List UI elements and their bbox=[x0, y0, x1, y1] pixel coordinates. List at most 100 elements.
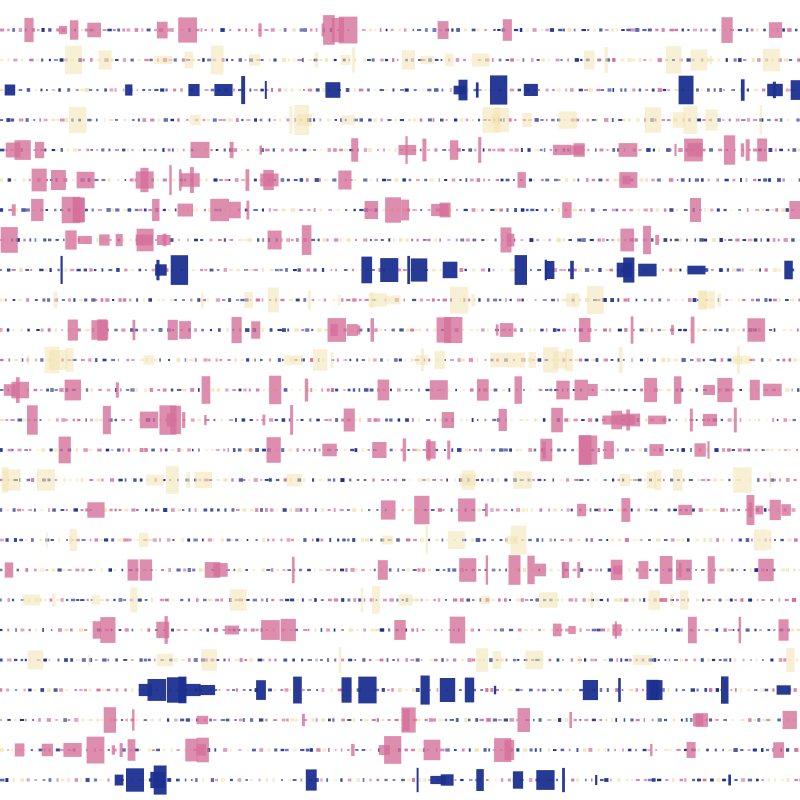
dash bbox=[759, 629, 762, 631]
dash bbox=[97, 209, 102, 211]
dash bbox=[681, 448, 685, 452]
dash bbox=[636, 118, 641, 122]
dash bbox=[736, 118, 740, 122]
dash bbox=[463, 718, 469, 722]
dash bbox=[723, 89, 725, 92]
dash bbox=[296, 539, 300, 541]
dash bbox=[497, 719, 502, 721]
dash bbox=[702, 148, 706, 152]
dash bbox=[124, 179, 127, 181]
dash bbox=[750, 28, 754, 32]
dash bbox=[497, 29, 501, 31]
dash bbox=[610, 538, 614, 542]
dash bbox=[207, 598, 212, 602]
dash bbox=[593, 28, 596, 32]
dash bbox=[437, 598, 441, 602]
dash bbox=[488, 268, 491, 272]
block bbox=[135, 234, 153, 246]
block bbox=[484, 503, 488, 517]
dash bbox=[720, 418, 724, 422]
dash bbox=[509, 268, 515, 272]
dash bbox=[119, 388, 122, 392]
block bbox=[41, 743, 53, 757]
dash bbox=[57, 268, 60, 272]
dash bbox=[551, 208, 554, 211]
block bbox=[485, 555, 489, 585]
dash bbox=[579, 628, 582, 632]
dash bbox=[722, 748, 724, 752]
dash bbox=[281, 418, 286, 422]
dash bbox=[764, 298, 768, 302]
dash bbox=[486, 779, 489, 782]
dash bbox=[748, 418, 752, 421]
block bbox=[190, 167, 194, 193]
dash bbox=[300, 778, 303, 782]
block bbox=[644, 377, 657, 403]
dash bbox=[27, 328, 30, 332]
dash bbox=[44, 598, 47, 602]
dash bbox=[174, 208, 177, 212]
dash bbox=[601, 628, 606, 632]
dash bbox=[475, 479, 480, 481]
dash bbox=[498, 568, 501, 572]
block bbox=[165, 466, 179, 494]
block bbox=[127, 559, 139, 581]
dash bbox=[320, 148, 323, 152]
dash bbox=[109, 508, 113, 512]
dash bbox=[722, 119, 725, 121]
dash bbox=[469, 329, 474, 332]
dash bbox=[589, 508, 592, 512]
dash bbox=[596, 88, 601, 92]
dash bbox=[617, 478, 621, 482]
dash bbox=[719, 568, 724, 572]
dash bbox=[291, 389, 293, 391]
dash bbox=[112, 29, 116, 32]
dash bbox=[757, 178, 761, 182]
dash bbox=[195, 778, 198, 782]
dash bbox=[96, 478, 100, 482]
dash bbox=[210, 508, 214, 512]
dash bbox=[363, 598, 366, 602]
dash bbox=[52, 508, 56, 512]
dash bbox=[772, 568, 776, 572]
dash bbox=[18, 118, 24, 122]
dash bbox=[114, 508, 117, 512]
dash bbox=[310, 28, 313, 32]
dash bbox=[440, 479, 443, 482]
dash bbox=[588, 568, 593, 572]
dash bbox=[624, 598, 629, 602]
block bbox=[27, 355, 30, 365]
dash bbox=[515, 688, 520, 692]
dash bbox=[118, 538, 123, 542]
dash bbox=[683, 328, 687, 332]
dash bbox=[579, 688, 583, 692]
dash bbox=[573, 718, 577, 722]
dash bbox=[129, 419, 133, 421]
dash bbox=[297, 599, 300, 601]
dash bbox=[718, 328, 723, 332]
dash bbox=[728, 629, 732, 631]
block bbox=[439, 678, 456, 702]
dash bbox=[528, 448, 533, 452]
dash bbox=[203, 598, 207, 602]
dash bbox=[416, 628, 419, 632]
dash bbox=[766, 748, 770, 752]
dash bbox=[31, 538, 34, 542]
dash bbox=[407, 118, 412, 122]
block bbox=[115, 382, 119, 398]
dash bbox=[345, 209, 348, 211]
dash bbox=[120, 719, 123, 721]
block bbox=[476, 379, 489, 401]
block bbox=[528, 352, 536, 368]
dash bbox=[246, 599, 250, 601]
dash bbox=[403, 269, 407, 271]
dash bbox=[411, 628, 414, 632]
block bbox=[717, 293, 722, 307]
block bbox=[499, 323, 514, 337]
dash bbox=[494, 628, 497, 632]
dash bbox=[79, 688, 83, 691]
dash bbox=[447, 568, 451, 572]
dash bbox=[501, 778, 504, 782]
dash bbox=[118, 629, 122, 631]
block bbox=[449, 616, 466, 644]
